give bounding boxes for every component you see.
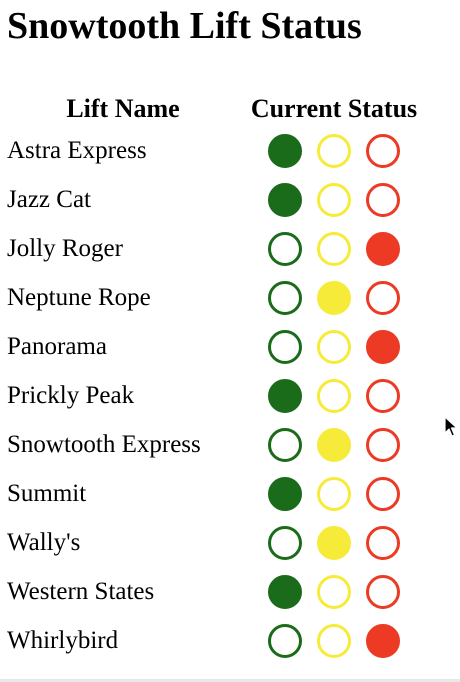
status-indicator — [268, 525, 400, 560]
red-light-icon — [366, 574, 400, 609]
red-light-icon — [366, 476, 400, 511]
lift-status — [239, 567, 429, 616]
yellow-light-icon — [317, 133, 351, 168]
status-indicator — [268, 476, 400, 511]
lift-name: Jolly Roger — [7, 234, 123, 262]
current-status-header: Current Status — [250, 94, 418, 123]
lift-status — [239, 371, 429, 420]
lift-name-header: Lift Name — [66, 94, 180, 123]
lift-name: Astra Express — [7, 136, 147, 164]
yellow-light-icon — [317, 574, 351, 609]
green-light-icon — [268, 231, 302, 266]
lift-rows: Astra Express Jazz Cat Jolly Roger Neptune … — [7, 126, 429, 665]
green-light-icon — [268, 280, 302, 315]
yellow-light-icon — [317, 525, 351, 560]
lift-name: Summit — [7, 479, 87, 507]
page-title: Snowtooth Lift Status — [7, 5, 362, 47]
lift-name: Snowtooth Express — [7, 430, 201, 458]
lift-name: Western States — [7, 577, 155, 605]
status-indicator — [268, 280, 400, 315]
green-light-icon — [268, 525, 302, 560]
red-light-icon — [366, 329, 400, 364]
lift-name: Panorama — [7, 332, 107, 360]
table-row: Snowtooth Express — [7, 420, 429, 469]
lift-status — [239, 126, 429, 175]
yellow-light-icon — [317, 427, 351, 462]
lift-status — [239, 175, 429, 224]
green-light-icon — [268, 574, 302, 609]
green-light-icon — [268, 182, 302, 217]
yellow-light-icon — [317, 182, 351, 217]
table-row: Summit — [7, 469, 429, 518]
red-light-icon — [366, 378, 400, 413]
status-indicator — [268, 574, 400, 609]
yellow-light-icon — [317, 231, 351, 266]
table-header-row: Lift Name Current Status — [7, 92, 429, 126]
lift-name: Prickly Peak — [7, 381, 135, 409]
table-row: Western States — [7, 567, 429, 616]
status-indicator — [268, 329, 400, 364]
lift-name: Jazz Cat — [7, 185, 91, 213]
status-indicator — [268, 427, 400, 462]
lift-status-table: Lift Name Current Status Astra Express Ja… — [7, 92, 429, 665]
red-light-icon — [366, 427, 400, 462]
red-light-icon — [366, 231, 400, 266]
green-light-icon — [268, 476, 302, 511]
red-light-icon — [366, 280, 400, 315]
lift-status — [239, 273, 429, 322]
table-row: Neptune Rope — [7, 273, 429, 322]
yellow-light-icon — [317, 280, 351, 315]
lift-status — [239, 616, 429, 665]
lift-status — [239, 518, 429, 567]
red-light-icon — [366, 133, 400, 168]
table-row: Whirlybird — [7, 616, 429, 665]
lift-status — [239, 322, 429, 371]
green-light-icon — [268, 378, 302, 413]
table-row: Wally's — [7, 518, 429, 567]
window-bottom-edge — [0, 679, 460, 682]
lift-name: Whirlybird — [7, 626, 119, 654]
green-light-icon — [268, 133, 302, 168]
lift-status — [239, 469, 429, 518]
table-row: Prickly Peak — [7, 371, 429, 420]
arrow-pointer-icon — [444, 416, 458, 437]
red-light-icon — [366, 623, 400, 658]
status-indicator — [268, 182, 400, 217]
yellow-light-icon — [317, 378, 351, 413]
lift-name: Neptune Rope — [7, 283, 151, 311]
table-row: Astra Express — [7, 126, 429, 175]
green-light-icon — [268, 623, 302, 658]
status-indicator — [268, 231, 400, 266]
lift-status — [239, 420, 429, 469]
status-indicator — [268, 378, 400, 413]
green-light-icon — [268, 329, 302, 364]
table-row: Jolly Roger — [7, 224, 429, 273]
table-row: Jazz Cat — [7, 175, 429, 224]
lift-name: Wally's — [7, 528, 81, 556]
status-indicator — [268, 133, 400, 168]
yellow-light-icon — [317, 329, 351, 364]
status-indicator — [268, 623, 400, 658]
yellow-light-icon — [317, 476, 351, 511]
lift-status — [239, 224, 429, 273]
yellow-light-icon — [317, 623, 351, 658]
table-row: Panorama — [7, 322, 429, 371]
green-light-icon — [268, 427, 302, 462]
red-light-icon — [366, 525, 400, 560]
red-light-icon — [366, 182, 400, 217]
